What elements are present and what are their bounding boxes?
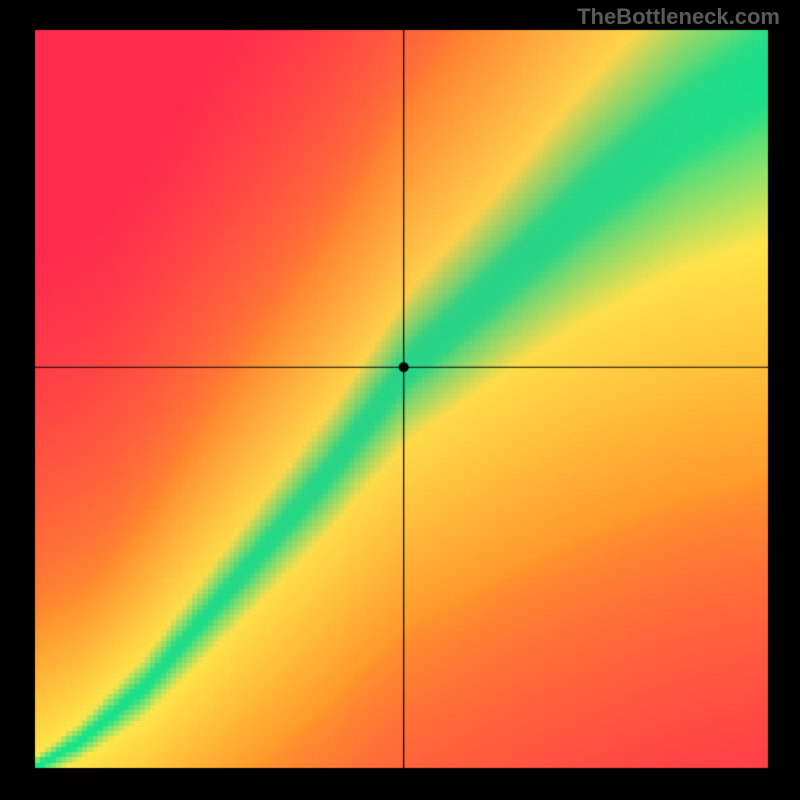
chart-container: TheBottleneck.com <box>0 0 800 800</box>
bottleneck-heatmap <box>0 0 800 800</box>
attribution-text: TheBottleneck.com <box>577 4 780 30</box>
